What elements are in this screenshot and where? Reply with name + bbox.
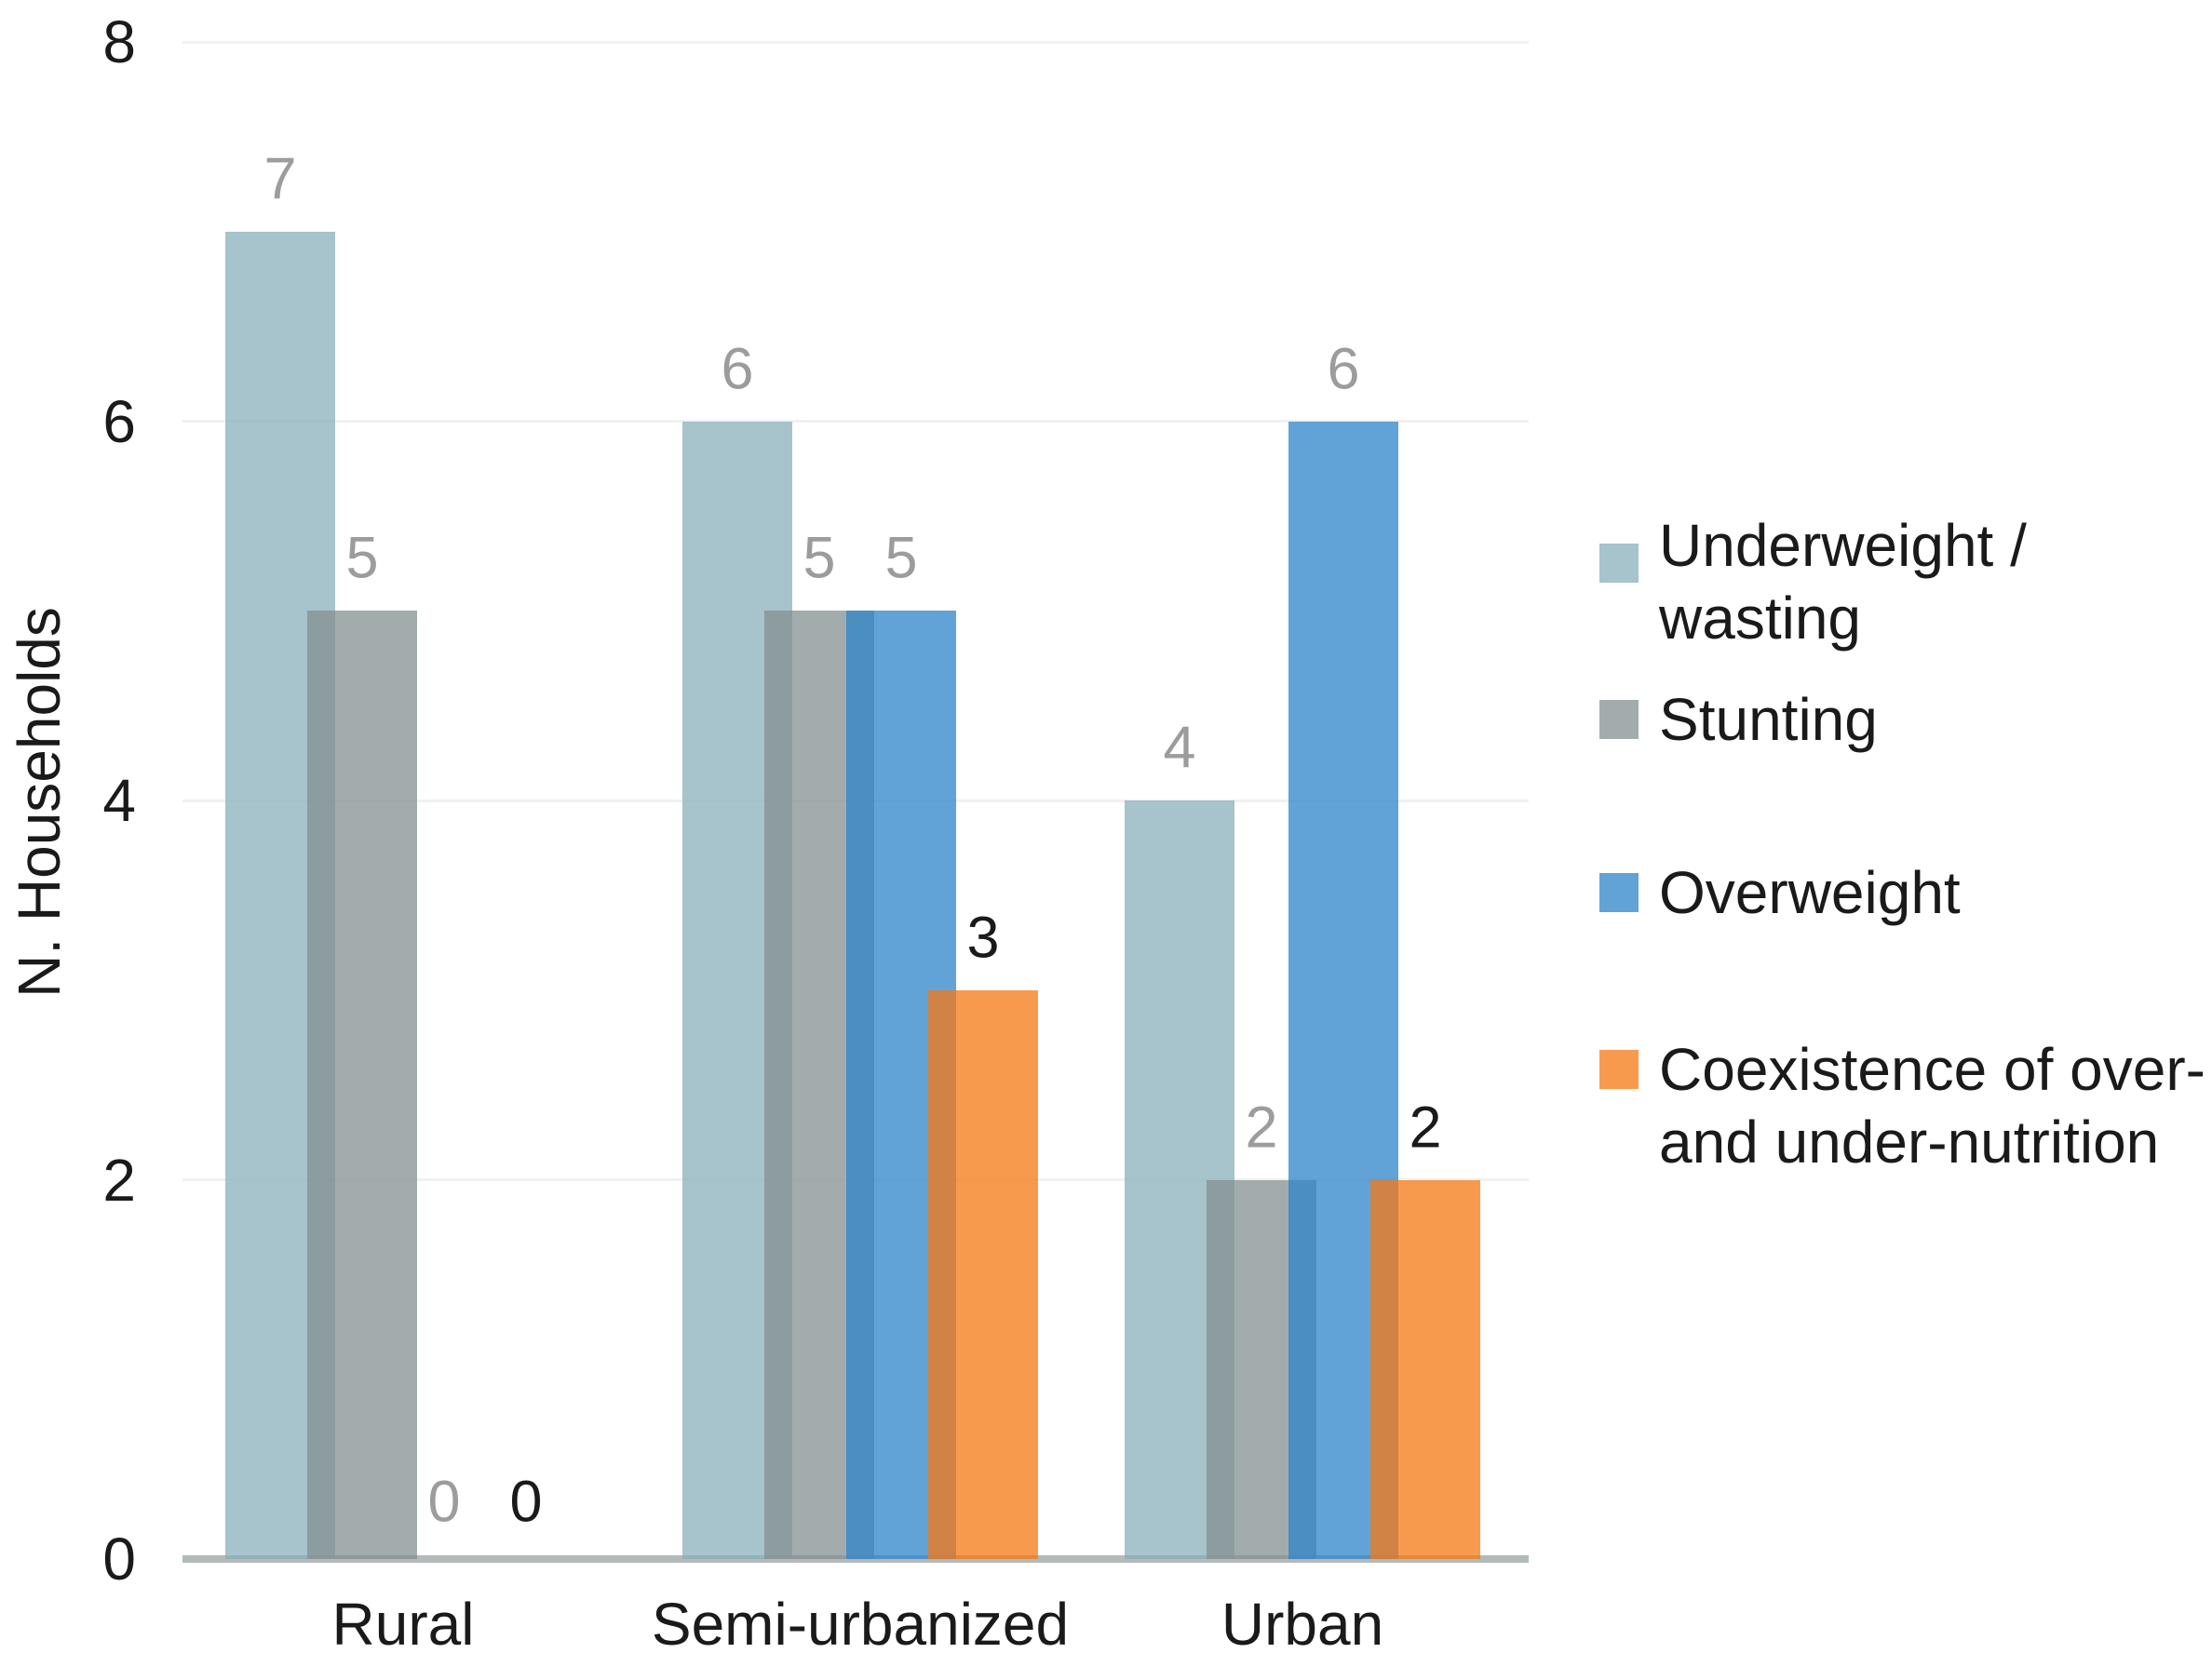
category-label-rural: Rural xyxy=(331,1591,475,1658)
y-tick-label-2: 2 xyxy=(102,1146,136,1214)
y-tick-label-8: 8 xyxy=(102,8,136,75)
data-label: 0 xyxy=(427,1469,461,1535)
gridline-y8 xyxy=(182,40,1529,44)
bar-rural-series-2 xyxy=(307,611,417,1559)
legend-swatch-icon xyxy=(1599,700,1639,739)
data-label: 2 xyxy=(1409,1095,1442,1160)
legend-label: Coexistence of over-and under-nutrition xyxy=(1659,1033,2205,1178)
legend-swatch-icon xyxy=(1599,1050,1639,1089)
y-tick-label-6: 6 xyxy=(102,387,136,455)
bar-semi-urbanized-series-4 xyxy=(928,989,1038,1559)
data-label: 3 xyxy=(966,905,1000,971)
category-label-urban: Urban xyxy=(1221,1591,1384,1658)
data-label: 0 xyxy=(509,1469,543,1535)
y-tick-label-4: 4 xyxy=(102,767,136,834)
data-label: 5 xyxy=(884,525,918,591)
y-tick-label-0: 0 xyxy=(102,1525,136,1593)
data-label: 5 xyxy=(803,525,836,591)
legend-label-line: and under-nutrition xyxy=(1659,1109,2160,1176)
legend-label: Underweight / wasting xyxy=(1659,509,2027,654)
legend-label-line: Stunting xyxy=(1659,686,1878,753)
legend-label: Stunting xyxy=(1659,683,1878,756)
data-label: 6 xyxy=(1327,336,1360,401)
data-label: 2 xyxy=(1245,1095,1278,1160)
gridline-y6 xyxy=(182,420,1529,423)
legend-label-line: Underweight / xyxy=(1659,512,2027,579)
legend-label-line: Coexistence of over- xyxy=(1659,1036,2205,1103)
legend-label-line: wasting xyxy=(1659,585,1861,652)
x-axis-line xyxy=(182,1555,1529,1563)
data-label: 4 xyxy=(1163,715,1196,781)
bar-urban-series-4 xyxy=(1370,1179,1480,1559)
data-label: 7 xyxy=(263,146,297,212)
legend-label: Overweight xyxy=(1659,856,1961,929)
legend-swatch-icon xyxy=(1599,544,1639,583)
category-label-semi-urbanized: Semi-urbanized xyxy=(651,1591,1070,1658)
legend-label-line: Overweight xyxy=(1659,859,1961,926)
legend-swatch-icon xyxy=(1599,873,1639,912)
data-label: 5 xyxy=(345,525,379,591)
data-label: 6 xyxy=(721,336,754,401)
